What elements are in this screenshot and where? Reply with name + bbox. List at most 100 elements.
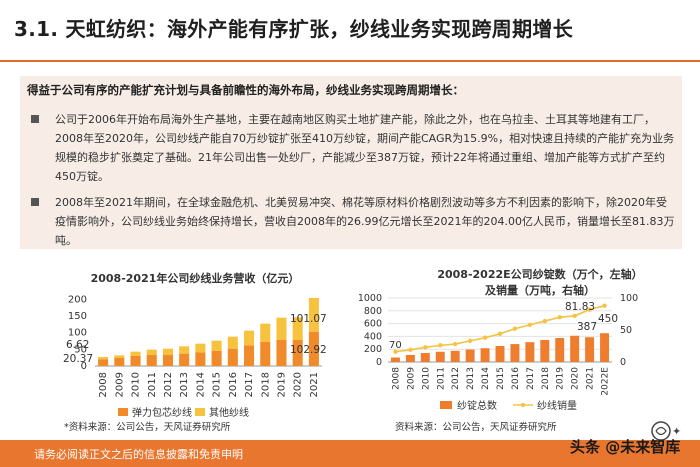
- revenue-bar-stretch: [211, 350, 222, 366]
- x-tick-label: 2015: [212, 372, 223, 397]
- bullet-1-text: 公司于2006年开始布局海外生产基地，主要在越南地区购买土地扩建产能，除此之外，…: [55, 113, 675, 183]
- x-tick-label: 2016: [511, 367, 521, 390]
- chart2-title-line2: 及销量（万吨，右轴）: [485, 284, 595, 297]
- spindle-bar: [540, 339, 550, 362]
- revenue-bar-stretch: [114, 358, 125, 366]
- summary-panel: [20, 76, 682, 249]
- spindle-bar: [390, 357, 400, 362]
- sales-point: [393, 349, 398, 354]
- legend-swatch-spindle: [440, 401, 452, 409]
- sales-point: [438, 343, 443, 348]
- x-tick-label: 2021: [586, 367, 596, 390]
- sales-point: [512, 326, 518, 331]
- revenue-bar-other: [98, 357, 109, 360]
- sales-point: [602, 303, 607, 308]
- x-tick-label: 2009: [406, 367, 416, 390]
- x-tick-label: 2012: [163, 372, 174, 397]
- legend-swatch-other: [195, 408, 205, 416]
- legend-label-stretch: 弹力包芯纱线: [132, 406, 192, 419]
- spindle-bar: [495, 346, 505, 362]
- spindle-bar: [570, 335, 580, 362]
- revenue-bar-stretch: [179, 353, 190, 366]
- revenue-bar-other: [292, 317, 303, 340]
- footer-bar: [0, 440, 700, 467]
- sales-point: [572, 313, 577, 319]
- x-tick-label: 2008: [391, 367, 401, 390]
- data-label: 387: [577, 321, 597, 333]
- x-tick-label: 2015: [496, 367, 506, 390]
- sales-point: [587, 307, 592, 312]
- left-y-tick-label: 200: [364, 344, 382, 355]
- spindle-bar: [420, 353, 430, 362]
- x-tick-label: 2018: [541, 367, 551, 390]
- revenue-bar-other: [195, 343, 206, 353]
- bullet-2-text: 2008年至2021年期间，在全球金融危机、北美贸易冲突、棉花等原材料价格剧烈波…: [55, 196, 675, 247]
- bullet-square-icon: [31, 198, 39, 206]
- summary-bullet-1: 公司于2006年开始布局海外生产基地，主要在越南地区购买土地扩建产能，除此之外，…: [27, 110, 677, 186]
- sales-point: [542, 318, 547, 324]
- x-tick-label: 2020: [293, 372, 304, 397]
- x-tick-label: 2017: [526, 367, 536, 390]
- revenue-bar-stretch: [276, 339, 287, 366]
- sales-point: [453, 341, 458, 347]
- sales-point: [423, 345, 428, 350]
- x-tick-label: 2017: [244, 372, 255, 397]
- revenue-bar-other: [276, 317, 287, 340]
- revenue-bar-other: [114, 355, 125, 358]
- chart1-title: 2008-2021年公司纱线业务营收（亿元）: [90, 272, 300, 285]
- bullet-square-icon: [31, 115, 39, 123]
- data-label: 20.37: [63, 353, 93, 365]
- legend-label-sales: 纱线销量: [537, 399, 577, 412]
- sales-point: [482, 335, 488, 340]
- revenue-bar-stretch: [162, 354, 173, 366]
- chart2-title-line1: 2008-2022E公司纱锭数（万个，左轴）: [437, 268, 643, 281]
- x-tick-label: 2022E: [601, 367, 611, 396]
- x-tick-label: 2014: [195, 372, 206, 397]
- revenue-bar-other: [227, 336, 238, 349]
- revenue-bar-other: [211, 340, 222, 351]
- x-tick-label: 2008: [98, 372, 109, 397]
- x-tick-label: 2011: [147, 372, 158, 397]
- left-y-tick-label: 800: [364, 306, 382, 317]
- revenue-bar-stretch: [130, 356, 141, 366]
- y-tick-label: 50: [74, 344, 87, 355]
- revenue-bar-other: [179, 346, 190, 354]
- x-tick-label: 2014: [481, 367, 491, 390]
- sales-point: [467, 338, 473, 344]
- svg-text:✦: ✦: [672, 425, 681, 438]
- revenue-bar-other: [260, 323, 271, 342]
- page-title: 3.1. 天虹纺织：海外产能有序扩张，纱线业务实现跨周期增长: [14, 17, 573, 41]
- revenue-bar-stretch: [292, 340, 303, 366]
- revenue-bar-other: [162, 348, 173, 355]
- left-y-tick-label: 1000: [358, 293, 382, 304]
- y-tick-label: 200: [68, 294, 87, 305]
- revenue-bar-stretch: [98, 359, 109, 366]
- sales-point: [408, 347, 413, 353]
- data-label: 101.07: [290, 313, 327, 325]
- summary-bullet-2: 2008年至2021年期间，在全球金融危机、北美贸易冲突、棉花等原材料价格剧烈波…: [27, 193, 677, 250]
- spindle-bar: [480, 348, 490, 362]
- data-label: 81.83: [565, 301, 595, 313]
- x-tick-label: 2018: [260, 372, 271, 397]
- data-label: 6.62: [66, 339, 89, 351]
- footer-disclaimer: 请务必阅读正文之后的信息披露和免责申明: [34, 448, 243, 461]
- sales-point: [557, 315, 562, 320]
- spindle-bar: [555, 338, 565, 362]
- x-tick-label: 2021: [309, 372, 320, 397]
- legend-label-other: 其他纱线: [209, 406, 249, 419]
- x-tick-label: 2010: [131, 372, 142, 397]
- revenue-bar-stretch: [195, 352, 206, 366]
- watermark-text: 头条 @未来智库: [570, 438, 681, 456]
- revenue-bar-stretch: [244, 345, 255, 366]
- y-tick-label: 0: [81, 361, 87, 372]
- y-tick-label: 150: [68, 311, 87, 322]
- data-label: 70: [389, 340, 402, 351]
- spindle-bar: [435, 351, 445, 362]
- spindle-bar: [450, 350, 460, 362]
- title-divider: [0, 60, 700, 62]
- revenue-bar-other: [244, 330, 255, 346]
- x-tick-label: 2020: [571, 367, 581, 390]
- chart1-source: *资料来源：公司公告，天风证券研究所: [64, 422, 231, 433]
- x-tick-label: 2013: [466, 367, 476, 390]
- right-y-tick-label: 50: [620, 325, 632, 336]
